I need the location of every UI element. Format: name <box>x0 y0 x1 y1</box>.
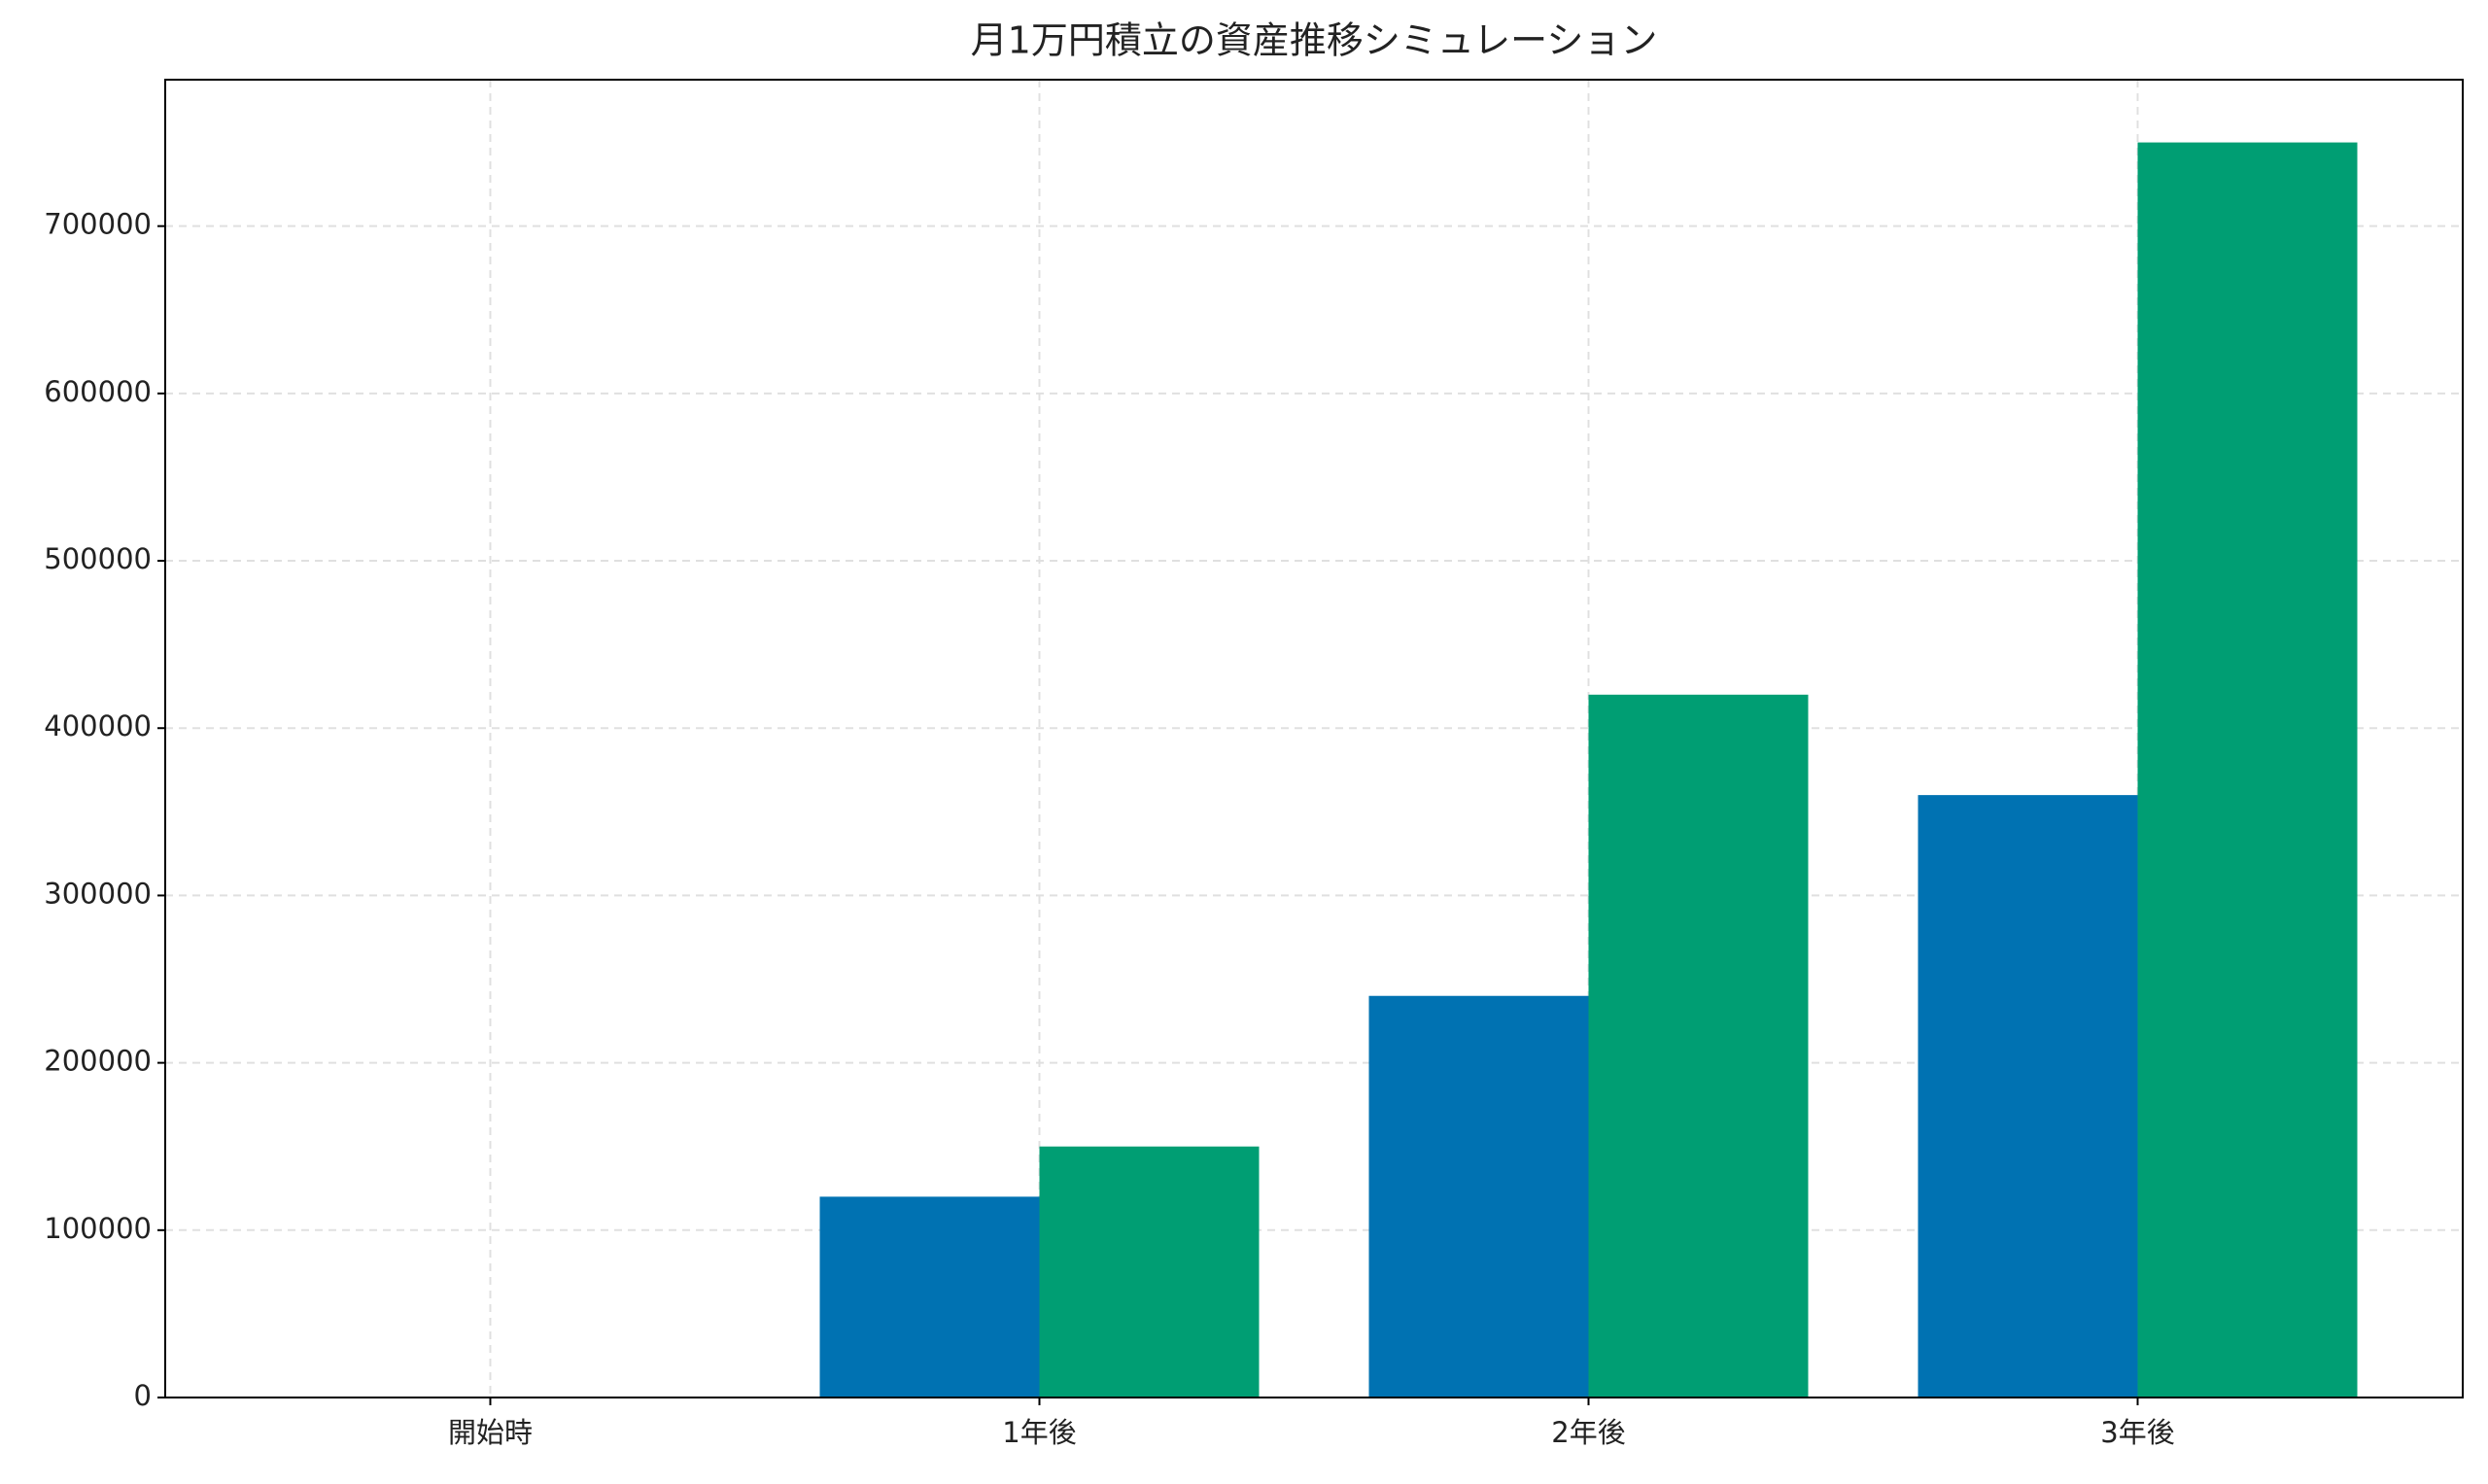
bar <box>1588 694 1809 1398</box>
y-tick-label: 400000 <box>44 709 152 742</box>
x-tick-label: 2年後 <box>1551 1416 1625 1449</box>
y-tick-label: 500000 <box>44 542 152 575</box>
bar <box>819 1196 1040 1398</box>
x-tick-label: 1年後 <box>1002 1416 1076 1449</box>
y-tick-label: 200000 <box>44 1045 152 1078</box>
x-tick-label: 3年後 <box>2100 1416 2174 1449</box>
y-tick-label: 100000 <box>44 1212 152 1245</box>
plot-frame <box>164 79 2464 1398</box>
bar <box>1918 795 2138 1398</box>
chart-title: 月1万円積立の資産推移シミュレーション <box>971 19 1658 62</box>
bar <box>2137 142 2358 1398</box>
y-tick-label: 300000 <box>44 877 152 910</box>
y-tick-label: 700000 <box>44 208 152 241</box>
y-tick-label: 600000 <box>44 375 152 408</box>
bar <box>1368 995 1589 1398</box>
x-tick-label: 開始時 <box>448 1416 533 1449</box>
bar <box>1039 1146 1260 1398</box>
y-tick-label: 0 <box>134 1379 152 1412</box>
